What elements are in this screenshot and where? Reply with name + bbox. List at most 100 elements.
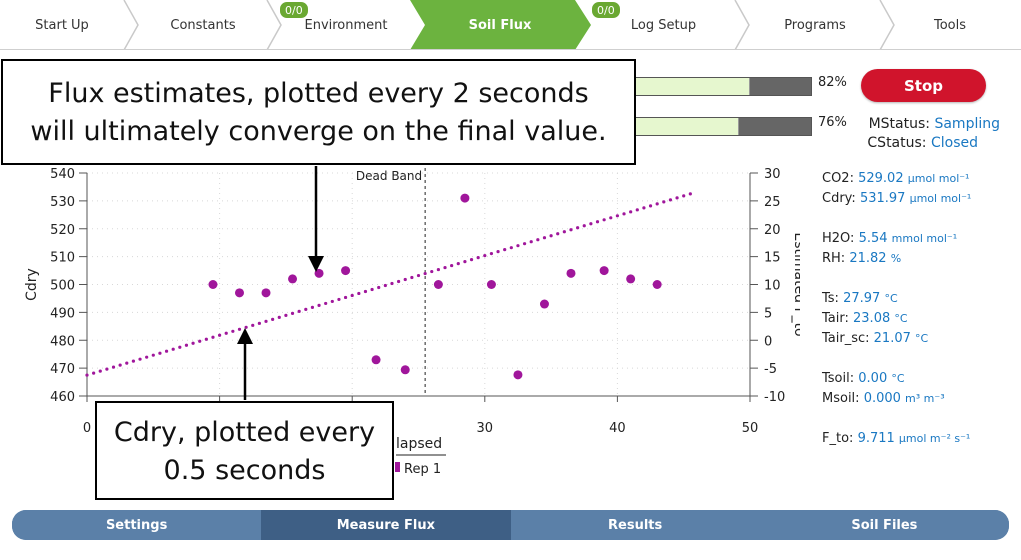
callout-line: 0.5 seconds (163, 455, 326, 486)
cdry-point (343, 295, 348, 300)
cdry-point (423, 271, 427, 276)
y-tick-label: 520 (50, 223, 75, 238)
cdry-point (310, 305, 315, 309)
tab-results[interactable]: Results (510, 510, 760, 540)
flux-point (341, 266, 351, 276)
cdry-point (595, 220, 600, 224)
nav-step-log-setup[interactable]: Log Setup (591, 0, 736, 50)
cdry-point (231, 329, 235, 333)
nav-step-programs[interactable]: Programs (749, 0, 881, 50)
nav-step-constants[interactable]: Constants (138, 0, 268, 50)
cdry-point (184, 343, 189, 347)
cdry-point (92, 371, 96, 375)
nav-step-soil-flux[interactable]: Soil Flux (425, 0, 575, 50)
flux-estimates-callout: Flux estimates, plotted every 2 seconds … (1, 59, 636, 165)
cdry-point (416, 273, 421, 278)
nav-step-environment[interactable]: Environment (281, 0, 411, 50)
reading-unit: °C (884, 292, 898, 305)
progress-bar-2 (630, 117, 812, 136)
cdry-point (330, 299, 334, 304)
flux-point (400, 365, 410, 375)
y-tick-label: 530 (50, 195, 75, 210)
cdry-point (224, 331, 228, 335)
cdry-point (450, 263, 454, 268)
cdry-point (357, 291, 361, 296)
cdry-point (582, 224, 586, 228)
mstatus-row: MStatus: Sampling (848, 116, 1000, 132)
cdry-point (655, 202, 659, 206)
cdry-point (403, 277, 407, 282)
tab-soil-files[interactable]: Soil Files (759, 510, 1009, 540)
cdry-point (615, 214, 620, 218)
y2-tick-label: -5 (764, 362, 777, 377)
cdry-point (324, 301, 328, 306)
nav-step-label: Constants (170, 17, 236, 33)
reading-value: 21.82 (849, 251, 887, 266)
cdry-point (145, 355, 149, 359)
nav-step-tools[interactable]: Tools (894, 0, 1006, 50)
y-tick-label: 510 (50, 251, 75, 266)
cdry-point (496, 250, 500, 254)
cdry-point (85, 373, 89, 377)
stop-button[interactable]: Stop (861, 69, 986, 102)
cdry-point (297, 309, 301, 313)
cstatus-value: Closed (930, 135, 978, 151)
cdry-point (569, 228, 573, 232)
flux-point (566, 268, 576, 278)
reading-unit: °C (894, 312, 908, 325)
cdry-point (688, 192, 692, 196)
cdry-point (576, 226, 580, 230)
cdry-point (622, 212, 626, 216)
reading-unit: °C (915, 332, 929, 345)
mstatus-value: Sampling (934, 116, 1000, 132)
cdry-point (589, 222, 593, 226)
nav-step-start-up[interactable]: Start Up (0, 0, 124, 50)
reading-label: Cdry: (822, 191, 856, 206)
cdry-point (675, 196, 679, 200)
progress-bar-2-fill (631, 118, 739, 135)
y-axis-label: Cdry (24, 268, 40, 301)
cdry-point (609, 216, 613, 220)
environment-badge: 0/0 (279, 1, 309, 19)
reading-label: Tair: (822, 311, 849, 326)
cdry-point (556, 232, 560, 236)
nav-step-label: Start Up (35, 17, 89, 33)
legend-label: Rep 1 (404, 462, 441, 477)
reading-label: Tair_sc: (822, 331, 870, 346)
cdry-point (436, 267, 440, 272)
y-tick-label: 490 (50, 306, 75, 321)
cdry-point (483, 254, 487, 258)
reading-value: 27.97 (843, 291, 881, 306)
cdry-point (271, 317, 275, 321)
cdry-point (350, 293, 354, 298)
cdry-point (204, 337, 208, 341)
flux-point (234, 288, 244, 298)
reading-value: 23.08 (853, 311, 891, 326)
reading-unit: m³ m⁻³ (905, 392, 945, 405)
cdry-point (410, 275, 414, 280)
y2-tick-label: 30 (764, 167, 781, 182)
cdry-point (290, 311, 295, 315)
y2-tick-label: 25 (764, 195, 781, 210)
cdry-point (536, 238, 540, 242)
cdry-point (516, 244, 520, 248)
cstatus-row: CStatus: Closed (848, 135, 978, 151)
cdry-point (317, 303, 321, 308)
flux-point (652, 280, 662, 289)
cdry-point (522, 242, 527, 246)
flux-point (539, 299, 549, 309)
cdry-point (370, 287, 374, 292)
callout-line: Cdry, plotted every (113, 417, 376, 448)
tab-settings[interactable]: Settings (12, 510, 262, 540)
x-tick-label: 0 (83, 421, 91, 436)
cdry-point (277, 315, 281, 319)
cdry-point (443, 265, 447, 270)
flux-point (460, 193, 470, 203)
tab-measure-flux[interactable]: Measure Flux (261, 510, 511, 540)
cdry-point (151, 353, 155, 357)
cdry-point (211, 335, 215, 339)
cdry-point (456, 261, 460, 266)
flux-point (599, 266, 609, 276)
cdry-point (430, 269, 434, 274)
